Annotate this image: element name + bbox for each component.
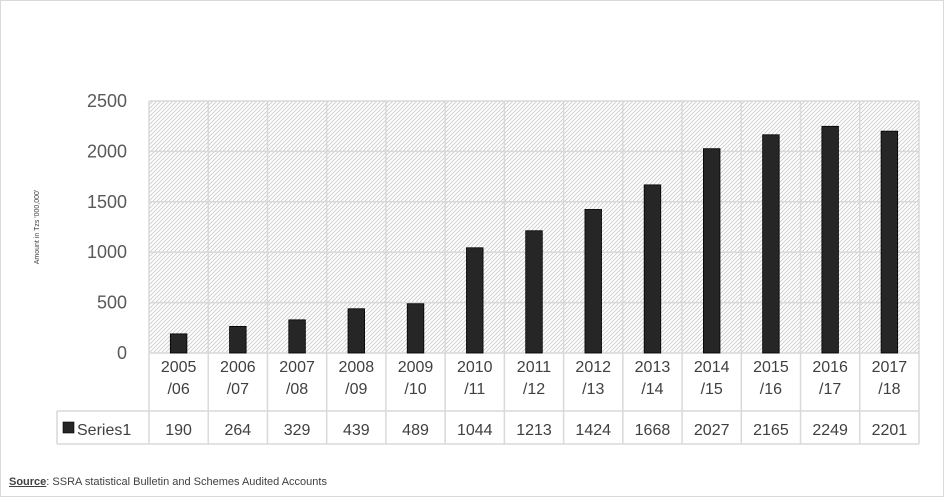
bar: [406, 303, 425, 354]
data-table-value: 1668: [635, 422, 671, 439]
data-table-value: 2165: [753, 422, 789, 439]
x-category-label: /13: [582, 381, 604, 398]
bar: [347, 308, 365, 354]
y-axis-label: Amount in Tzs '000,000': [34, 190, 41, 265]
x-category-label: 2017: [872, 359, 908, 376]
source-note: Source: SSRA statistical Bulletin and Sc…: [9, 476, 327, 488]
x-category-label: /15: [701, 381, 723, 398]
x-category-label: /18: [878, 381, 900, 398]
bar-chart: 0 500 1000 1500 2000 2500 2005/06 190 2006/07 26…: [34, 91, 920, 445]
x-category-label: /16: [760, 381, 782, 398]
x-category-label: /09: [345, 381, 367, 398]
data-table-value: 2201: [872, 422, 908, 439]
y-tick-label: 500: [97, 293, 127, 313]
data-table-value: 1044: [457, 422, 493, 439]
source-text: : SSRA statistical Bulletin and Schemes …: [46, 476, 327, 488]
x-category-label: 2008: [339, 359, 375, 376]
data-table-value: 439: [343, 422, 370, 439]
bar: [880, 130, 899, 354]
bar: [525, 230, 543, 354]
x-category-label: 2015: [753, 359, 789, 376]
x-category-label: /06: [167, 381, 189, 398]
x-category-label: /10: [404, 381, 426, 398]
data-table-value: 1213: [516, 422, 552, 439]
bar: [229, 325, 247, 354]
x-category-label: 2014: [694, 359, 730, 376]
bar: [821, 125, 839, 354]
data-table-value: 1424: [575, 422, 611, 439]
bar: [169, 333, 188, 354]
x-category-label: 2005: [161, 359, 197, 376]
bar: [703, 148, 721, 354]
y-tick-label: 1000: [87, 242, 127, 262]
y-tick-label: 0: [117, 343, 127, 363]
x-category-label: 2012: [575, 359, 611, 376]
data-table-value: 2249: [812, 422, 848, 439]
x-category-label: /12: [523, 381, 545, 398]
x-category-label: 2010: [457, 359, 493, 376]
y-tick-label: 2000: [87, 141, 127, 161]
y-tick-label: 1500: [87, 192, 127, 212]
x-category-label: /07: [227, 381, 249, 398]
y-tick-label: 2500: [87, 91, 127, 111]
data-table-value: 489: [402, 422, 429, 439]
data-table-value: 264: [224, 422, 251, 439]
x-category-label: /14: [641, 381, 663, 398]
bar: [288, 319, 306, 354]
bar: [762, 134, 780, 354]
x-category-label: /08: [286, 381, 308, 398]
bar: [584, 209, 602, 354]
x-category-label: 2016: [812, 359, 848, 376]
data-table-value: 329: [284, 422, 311, 439]
data-table-value: 2027: [694, 422, 730, 439]
x-category-label: 2011: [517, 359, 552, 376]
legend-series-name: Series1: [77, 422, 131, 439]
data-table-value: 190: [165, 422, 192, 439]
x-category-label: /17: [819, 381, 841, 398]
x-category-label: /11: [464, 381, 485, 398]
bar: [466, 247, 484, 354]
x-category-label: 2009: [398, 359, 434, 376]
bar: [643, 184, 662, 354]
legend-key: [62, 421, 75, 434]
x-category-label: 2013: [635, 359, 671, 376]
source-label: Source: [9, 476, 47, 488]
x-category-label: 2007: [279, 359, 315, 376]
x-category-label: 2006: [220, 359, 256, 376]
